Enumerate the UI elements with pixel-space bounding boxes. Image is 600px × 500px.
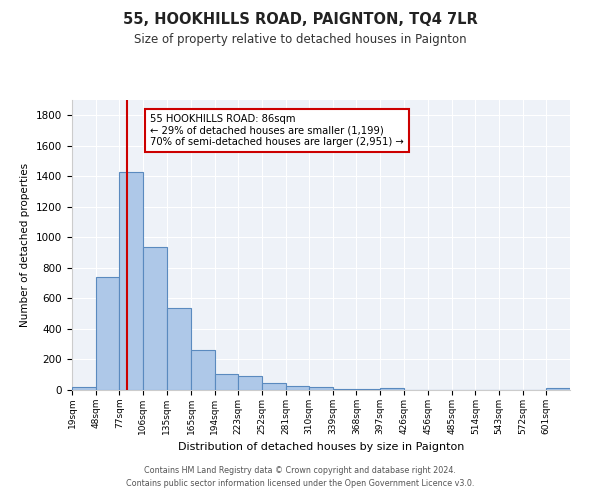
Bar — [547, 388, 570, 390]
Text: 55, HOOKHILLS ROAD, PAIGNTON, TQ4 7LR: 55, HOOKHILLS ROAD, PAIGNTON, TQ4 7LR — [122, 12, 478, 28]
Text: Contains HM Land Registry data © Crown copyright and database right 2024.
Contai: Contains HM Land Registry data © Crown c… — [126, 466, 474, 487]
Bar — [119, 172, 143, 390]
Text: Size of property relative to detached houses in Paignton: Size of property relative to detached ho… — [134, 32, 466, 46]
Bar — [143, 248, 167, 390]
Bar — [95, 277, 119, 390]
Bar — [72, 387, 95, 390]
Text: 55 HOOKHILLS ROAD: 86sqm
← 29% of detached houses are smaller (1,199)
70% of sem: 55 HOOKHILLS ROAD: 86sqm ← 29% of detach… — [150, 114, 404, 147]
Bar — [238, 376, 262, 390]
Y-axis label: Number of detached properties: Number of detached properties — [20, 163, 31, 327]
Bar — [380, 388, 404, 390]
Bar — [333, 389, 356, 390]
Bar — [191, 350, 215, 390]
Bar — [309, 386, 333, 390]
Bar — [286, 386, 309, 390]
Bar — [262, 382, 286, 390]
X-axis label: Distribution of detached houses by size in Paignton: Distribution of detached houses by size … — [178, 442, 464, 452]
Bar — [167, 308, 191, 390]
Bar — [215, 374, 238, 390]
Bar — [356, 389, 380, 390]
